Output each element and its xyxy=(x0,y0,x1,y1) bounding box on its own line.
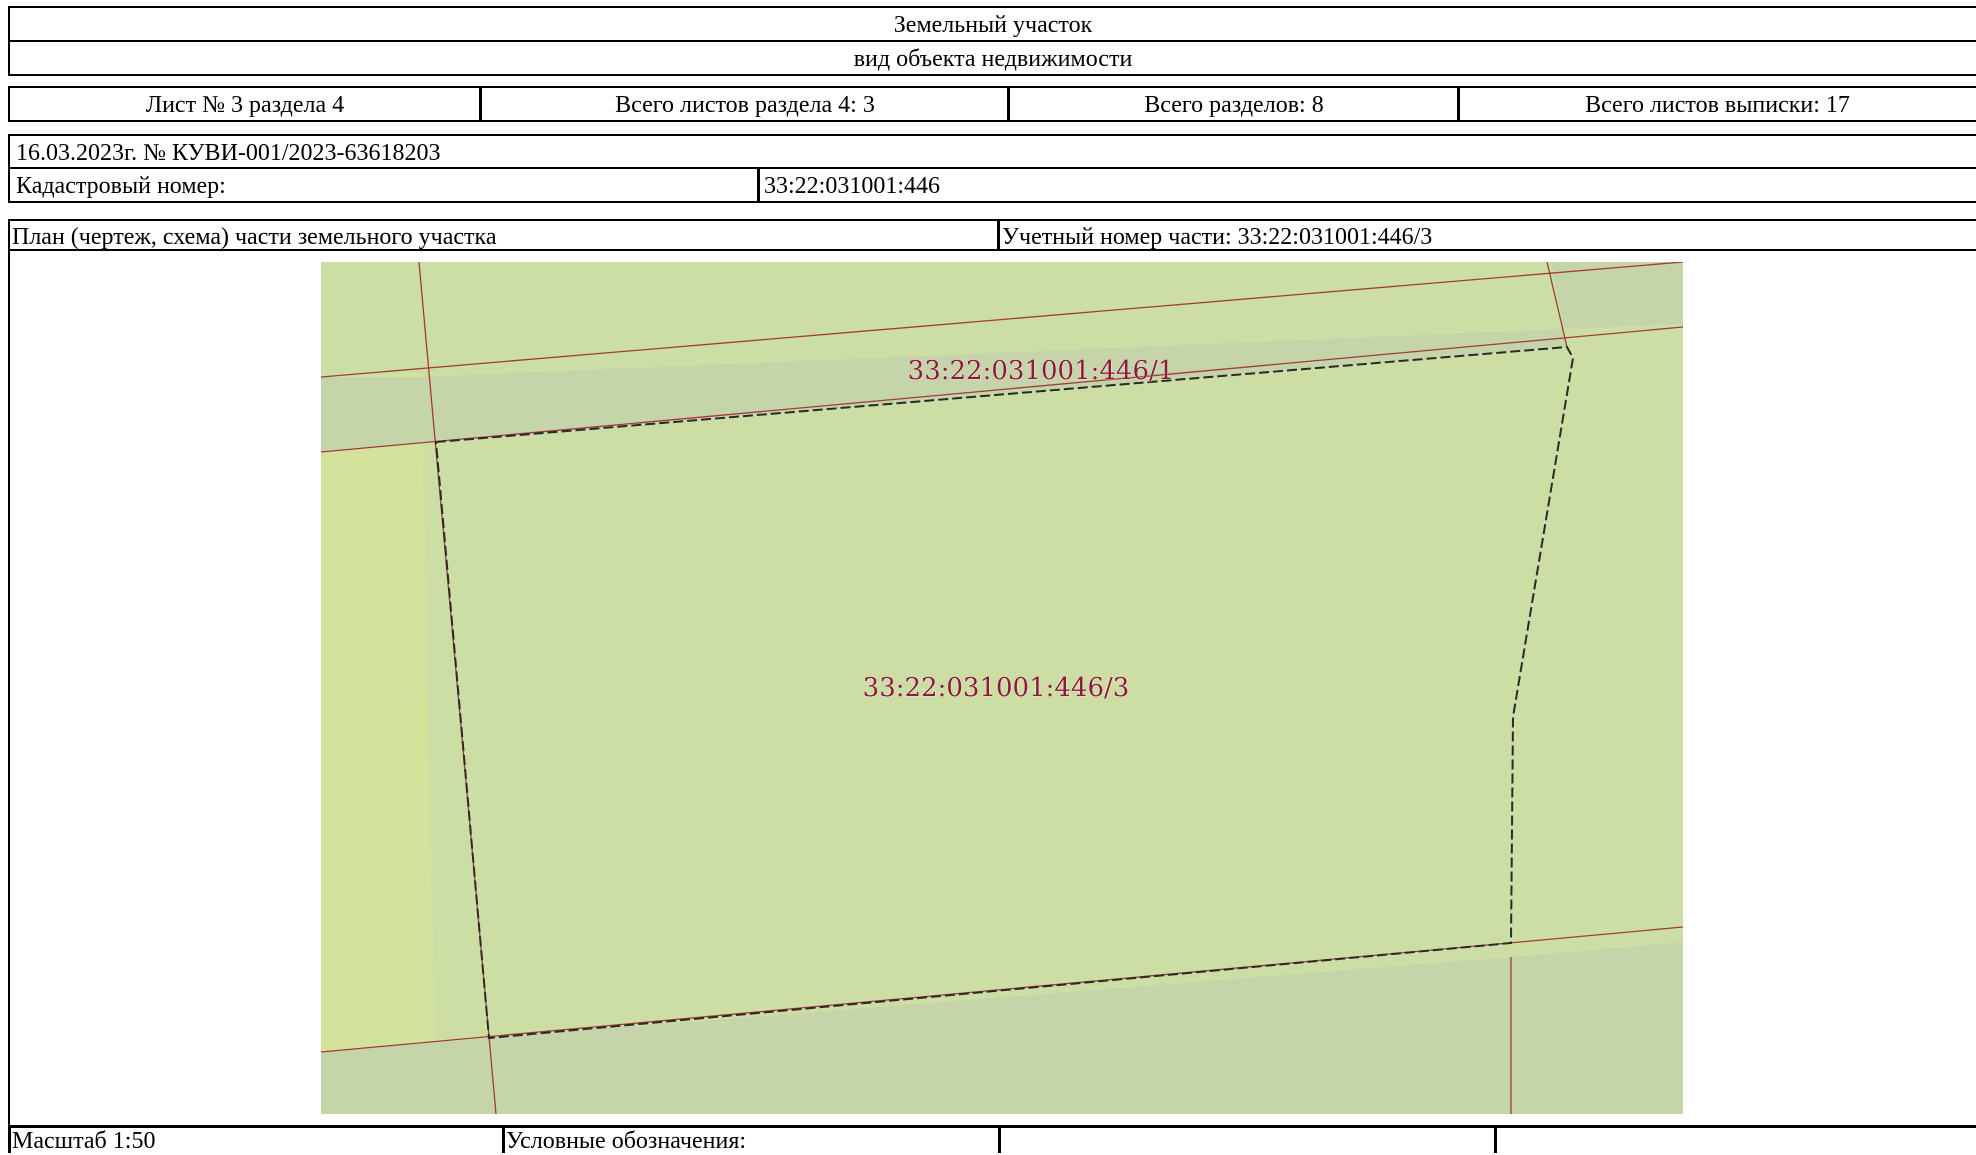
object-type-row: Земельный участок xyxy=(8,6,1976,42)
cadastral-map: 33:22:031001:446/1 33:22:031001:446/3 xyxy=(321,262,1683,1114)
divider xyxy=(1007,88,1010,120)
divider xyxy=(1494,1125,1497,1153)
scale: Масштаб 1:50 xyxy=(12,1128,156,1154)
date-number-row: 16.03.2023г. № КУВИ-001/2023-63618203 xyxy=(8,134,1976,170)
divider xyxy=(998,1125,1001,1153)
object-type: Земельный участок xyxy=(893,12,1093,38)
neighbor-parcel-left xyxy=(321,262,436,1114)
object-type-caption-row: вид объекта недвижимости xyxy=(8,40,1976,76)
plan-title: План (чертеж, схема) части земельного уч… xyxy=(12,224,497,250)
right-area xyxy=(1511,324,1683,957)
footer-left-border xyxy=(8,1125,11,1153)
map-label-part-1: 33:22:031001:446/1 xyxy=(908,356,1175,386)
map-svg: 33:22:031001:446/1 33:22:031001:446/3 xyxy=(321,262,1683,1114)
cadastral-label: Кадастровый номер: xyxy=(16,173,226,199)
sheet-info-row: Лист № 3 раздела 4 Всего листов раздела … xyxy=(8,86,1976,122)
cadastral-row: Кадастровый номер: 33:22:031001:446 xyxy=(8,167,1976,203)
divider xyxy=(997,221,1000,249)
total-sheets: Всего листов выписки: 17 xyxy=(1585,92,1850,118)
boundary-line xyxy=(321,326,1683,453)
boundary-line xyxy=(321,262,1683,378)
sheet-number: Лист № 3 раздела 4 xyxy=(145,92,345,118)
divider xyxy=(1457,88,1460,120)
legend-label: Условные обозначения: xyxy=(506,1128,747,1154)
top-strip xyxy=(419,262,1683,442)
divider xyxy=(757,169,760,201)
cadastral-value: 33:22:031001:446 xyxy=(764,173,941,199)
divider xyxy=(502,1125,505,1153)
plan-drawing-area xyxy=(8,248,1976,1126)
plan-title-row: План (чертеж, схема) части земельного уч… xyxy=(8,219,1976,251)
date-number: 16.03.2023г. № КУВИ-001/2023-63618203 xyxy=(16,140,441,166)
part-number: Учетный номер части: 33:22:031001:446/3 xyxy=(1002,224,1433,250)
top-strip-left xyxy=(321,377,436,452)
sheets-in-section: Всего листов раздела 4: 3 xyxy=(615,92,875,118)
footer-top-border xyxy=(8,1125,1976,1128)
boundary-line xyxy=(1546,262,1568,348)
total-sections: Всего разделов: 8 xyxy=(1144,92,1324,118)
map-label-part-3: 33:22:031001:446/3 xyxy=(863,673,1130,703)
part-boundary xyxy=(434,345,1575,1040)
object-type-caption: вид объекта недвижимости xyxy=(853,46,1133,72)
bottom-strip xyxy=(321,942,1683,1114)
divider xyxy=(479,88,482,120)
